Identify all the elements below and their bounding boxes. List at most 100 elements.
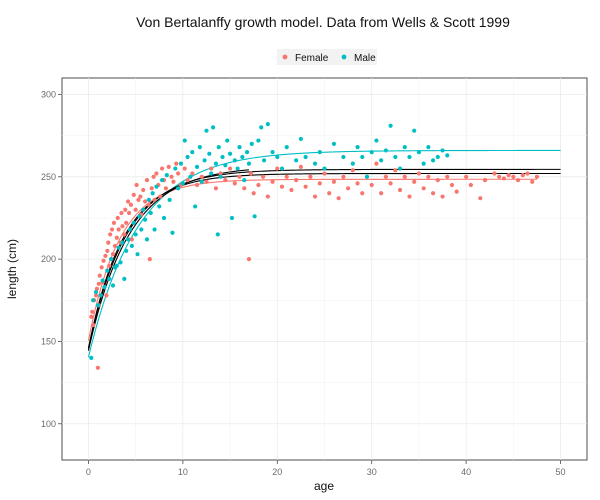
- data-point-female: [90, 309, 95, 314]
- data-point-female: [99, 265, 104, 270]
- data-point-female: [360, 191, 365, 196]
- data-point-female: [289, 187, 294, 193]
- y-tick-label: 150: [41, 336, 56, 346]
- x-tick-label: 40: [461, 467, 471, 477]
- data-point-female: [104, 293, 109, 298]
- data-point-female: [204, 179, 209, 184]
- data-point-male: [237, 145, 242, 150]
- data-point-female: [440, 194, 445, 199]
- data-point-female: [430, 191, 436, 196]
- data-point-female: [478, 196, 483, 201]
- data-point-male: [242, 177, 247, 183]
- data-point-female: [534, 174, 540, 179]
- data-point-female: [190, 171, 195, 176]
- grid-lines: [62, 78, 587, 460]
- data-point-male: [204, 128, 209, 133]
- data-point-male: [167, 197, 172, 202]
- legend-marker-male: [341, 54, 347, 60]
- data-point-male: [235, 166, 240, 171]
- data-point-male: [397, 166, 403, 171]
- data-point-female: [154, 171, 159, 176]
- data-point-female: [136, 197, 141, 202]
- data-point-female: [151, 174, 156, 179]
- data-point-female: [182, 166, 187, 171]
- x-tick-label: 20: [272, 467, 282, 477]
- data-point-male: [240, 154, 245, 160]
- chart-title: Von Bertalanffy growth model. Data from …: [136, 14, 510, 30]
- data-point-female: [520, 173, 525, 178]
- data-point-male: [91, 298, 96, 303]
- data-point-male: [159, 177, 165, 183]
- data-point-male: [129, 243, 134, 249]
- data-point-male: [122, 276, 127, 281]
- data-point-female: [388, 181, 393, 186]
- data-point-male: [161, 215, 167, 221]
- data-point-male: [430, 158, 436, 163]
- y-tick-label: 200: [41, 254, 56, 264]
- data-point-male: [141, 207, 146, 212]
- data-point-female: [397, 187, 403, 193]
- data-point-female: [421, 186, 426, 191]
- legend-marker-female: [282, 54, 288, 60]
- data-point-female: [322, 171, 327, 176]
- data-point-male: [133, 232, 138, 237]
- data-point-female: [209, 166, 214, 171]
- data-point-male: [213, 161, 219, 166]
- data-point-male: [116, 245, 121, 250]
- data-point-male: [148, 210, 153, 216]
- data-point-female: [95, 365, 100, 370]
- data-point-female: [270, 179, 275, 184]
- legend-label-male: Male: [354, 53, 376, 64]
- data-point-male: [426, 145, 431, 150]
- data-point-female: [227, 166, 233, 171]
- data-point-female: [128, 202, 134, 207]
- data-point-female: [213, 186, 219, 191]
- data-point-female: [327, 191, 332, 196]
- data-point-female: [251, 191, 256, 196]
- data-point-male: [412, 128, 417, 133]
- data-point-female: [223, 177, 228, 183]
- data-point-female: [232, 181, 237, 186]
- data-point-female: [336, 196, 341, 201]
- data-point-female: [346, 186, 351, 191]
- data-point-male: [202, 158, 207, 163]
- data-point-female: [298, 164, 303, 170]
- data-point-male: [185, 154, 190, 160]
- data-point-male: [197, 145, 202, 150]
- data-point-male: [100, 278, 105, 283]
- data-point-female: [379, 191, 384, 196]
- data-point-male: [114, 263, 119, 268]
- data-point-female: [152, 197, 157, 202]
- data-point-male: [193, 204, 198, 209]
- data-point-female: [133, 207, 138, 212]
- data-point-female: [468, 182, 473, 188]
- data-point-male: [440, 148, 445, 153]
- data-point-female: [350, 168, 355, 173]
- data-point-female: [199, 174, 204, 179]
- data-point-female: [163, 186, 168, 191]
- data-point-female: [369, 182, 374, 188]
- data-point-male: [207, 151, 212, 156]
- data-point-male: [124, 248, 129, 253]
- data-point-female: [515, 177, 521, 183]
- data-point-female: [159, 166, 165, 171]
- x-tick-label: 0: [86, 467, 91, 477]
- data-point-female: [91, 322, 96, 328]
- data-point-male: [435, 154, 440, 160]
- data-point-male: [360, 154, 365, 160]
- data-point-female: [103, 253, 108, 258]
- data-point-male: [402, 145, 407, 150]
- data-point-male: [355, 145, 360, 150]
- data-point-female: [142, 199, 148, 204]
- axes: 0 10 20 30 40 50 100 150 200 250 300: [41, 89, 566, 477]
- data-point-female: [97, 273, 102, 278]
- data-point-male: [150, 191, 155, 196]
- data-point-male: [232, 158, 237, 163]
- data-point-female: [174, 161, 179, 166]
- data-point-female: [412, 179, 417, 184]
- data-point-female: [144, 177, 150, 183]
- data-point-male: [341, 154, 346, 160]
- data-point-female: [497, 174, 502, 179]
- data-point-male: [182, 138, 187, 143]
- data-point-male: [199, 179, 204, 184]
